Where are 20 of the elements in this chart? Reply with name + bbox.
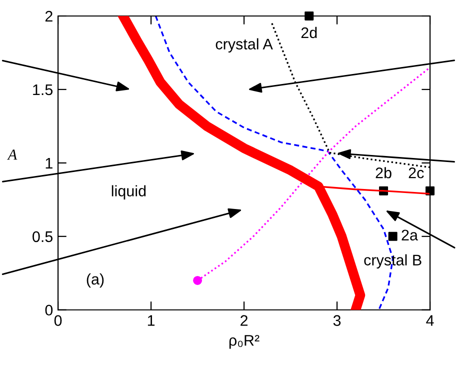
x-tick-label: 3 [333,315,341,326]
x-tick-label: 4 [426,315,434,326]
annotation: 2d [301,26,317,38]
x-tick-label: 1 [148,315,155,326]
y-tick-label: 0.5 [32,231,53,242]
x-tick-label: 2 [240,315,248,326]
y-axis-title: A [6,150,18,160]
y-tick-label: 1 [46,158,52,168]
annotation: 2b [376,167,392,178]
y-tick-label: 0 [45,304,53,316]
annotation: (a) [86,273,104,288]
annotation: crystal A [216,38,273,53]
annotation: 2a [402,230,418,241]
x-axis-title: ρ₀R² [229,335,260,349]
x-tick-label: 0 [54,315,62,326]
y-tick-label: 2 [45,10,52,22]
y-tick-label: 1.5 [33,84,53,96]
annotation: liquid [112,185,146,200]
annotation: 2c [408,167,424,178]
annotation: crystal B [364,254,422,269]
